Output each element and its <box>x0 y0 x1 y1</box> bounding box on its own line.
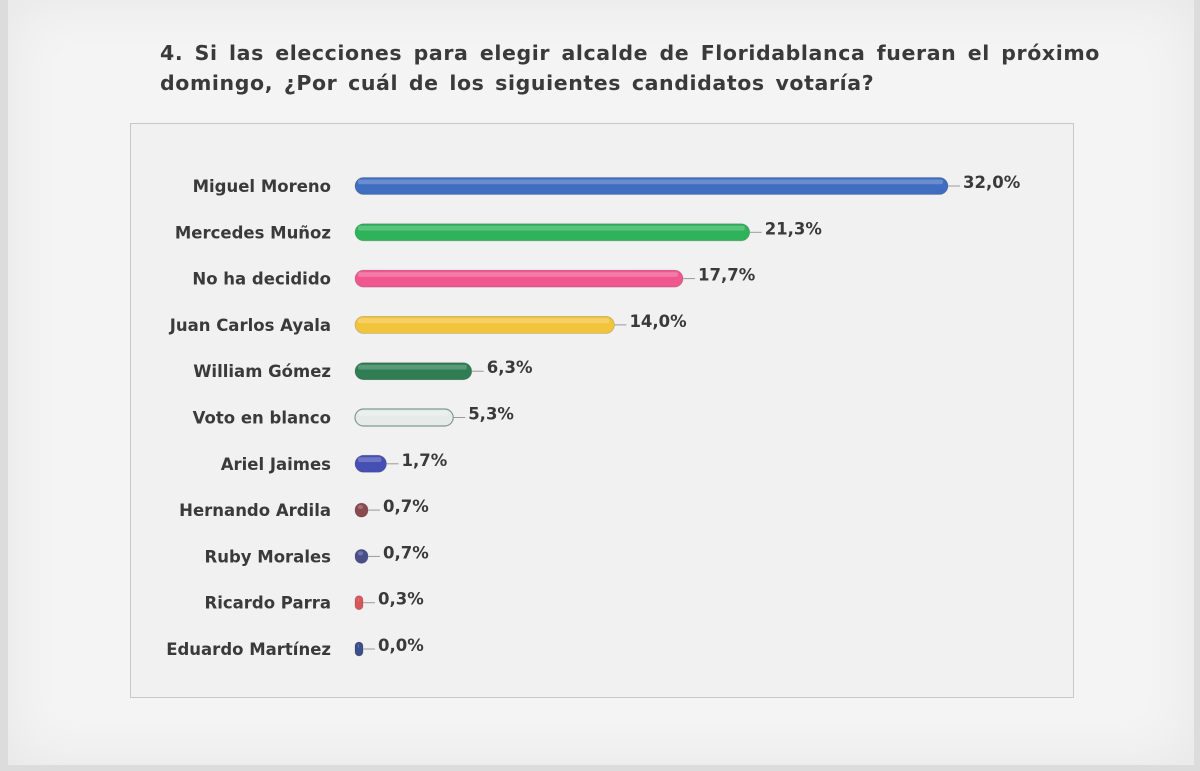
bar-highlight <box>358 597 359 602</box>
category-label: Miguel Moreno <box>193 177 331 196</box>
category-label: Ariel Jaimes <box>221 455 331 474</box>
category-label: Juan Carlos Ayala <box>169 316 331 335</box>
bar-highlight <box>358 505 363 510</box>
category-label: Eduardo Martínez <box>166 640 331 659</box>
value-label: 17,7% <box>698 266 756 285</box>
bar-highlight <box>358 457 382 463</box>
chart-frame <box>130 123 1074 698</box>
value-label: 5,3% <box>468 405 514 424</box>
bar <box>354 595 364 611</box>
value-label: 1,7% <box>402 451 448 470</box>
category-label: No ha decidido <box>192 270 331 289</box>
category-label: Hernando Ardila <box>179 501 331 520</box>
value-label: 21,3% <box>765 219 823 238</box>
value-label: 32,0% <box>963 173 1021 192</box>
question-text: 4. Si las elecciones para elegir alcalde… <box>160 41 1100 95</box>
value-label: 6,3% <box>487 358 533 377</box>
value-label: 0,3% <box>378 590 424 609</box>
value-label: 0,0% <box>378 636 424 655</box>
value-label: 14,0% <box>629 312 687 331</box>
bar-highlight <box>358 318 610 324</box>
bar-highlight <box>358 644 359 648</box>
category-label: William Gómez <box>193 362 331 381</box>
bar-highlight <box>358 225 745 231</box>
bar-highlight <box>358 179 943 185</box>
bar-highlight <box>358 364 467 370</box>
value-label: 0,7% <box>383 543 429 562</box>
value-label: 0,7% <box>383 497 429 516</box>
bar-highlight <box>358 272 679 277</box>
bar-highlight <box>358 551 363 556</box>
category-label: Ruby Morales <box>205 547 332 566</box>
category-label: Mercedes Muñoz <box>175 223 331 242</box>
category-label: Voto en blanco <box>193 409 331 428</box>
bar-highlight <box>358 411 449 416</box>
category-label: Ricardo Parra <box>205 594 332 613</box>
bar <box>354 641 364 657</box>
